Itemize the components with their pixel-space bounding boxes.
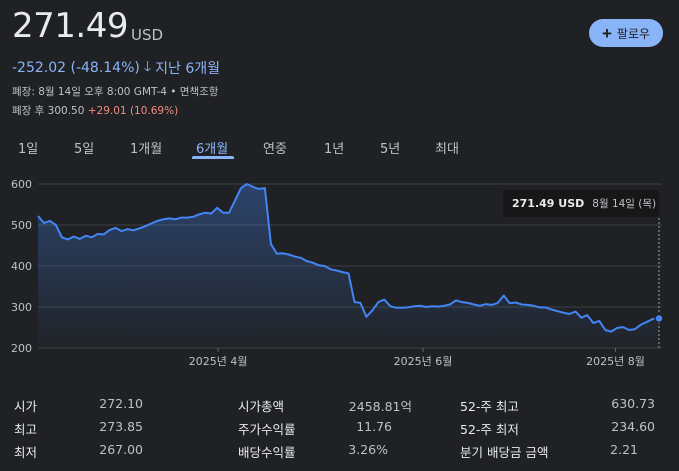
x-tick-label: 2025년 8월 [586, 355, 645, 368]
chart-tooltip: 271.49 USD 8월 14일 (목) [503, 190, 659, 217]
stat-value-market-cap: 2458.81억 [348, 399, 412, 414]
tab-1d[interactable]: 1일 [18, 142, 39, 157]
stat-label-dividend-yield: 배당수익률 [238, 445, 296, 460]
after-hours-info: 폐장 후 300.50 +29.01 (10.69%) [12, 103, 178, 118]
y-tick-label: 500 [11, 219, 32, 232]
price-chart[interactable]: 200 300 400 500 600 2025년 4월 2025년 6월 2025년 8월 [0, 170, 679, 380]
tooltip-date: 8월 14일 (목) [592, 198, 657, 210]
follow-button[interactable]: + 팔로우 [589, 19, 663, 47]
price-change: -252.02 (-48.14%) 🡓 지난 6개월 [12, 56, 220, 80]
stock-price: 271.49 [12, 6, 128, 46]
after-hours-price: 폐장 후 300.50 [12, 105, 85, 117]
x-tick-label: 2025년 4월 [189, 355, 248, 368]
currency-label: USD [131, 26, 164, 44]
change-value: -252.02 (-48.14%) [12, 60, 140, 76]
stat-label-pe: 주가수익률 [238, 422, 296, 437]
arrow-down-icon: 🡓 [143, 59, 152, 75]
tab-1m[interactable]: 1개월 [130, 142, 163, 157]
price-area-fill [38, 184, 659, 348]
y-tick-label: 300 [11, 301, 32, 314]
stat-label-52w-high: 52-주 최고 [460, 399, 519, 414]
tab-1y[interactable]: 1년 [324, 142, 345, 157]
stat-label-quarterly-dividend: 분기 배당금 금액 [460, 445, 549, 460]
stat-value-pe: 11.76 [356, 419, 392, 434]
tab-5y[interactable]: 5년 [380, 142, 401, 157]
stat-value-high: 273.85 [99, 419, 143, 434]
period-label: 지난 6개월 [155, 61, 221, 77]
stat-label-open: 시가 [14, 399, 38, 414]
tab-ytd[interactable]: 연중 [263, 142, 287, 157]
after-hours-change: +29.01 (10.69%) [87, 105, 179, 117]
stat-value-low: 267.00 [99, 442, 143, 457]
price-line [37, 183, 660, 333]
follow-label: 팔로우 [616, 26, 651, 41]
stat-value-52w-high: 630.73 [611, 396, 655, 411]
y-tick-label: 400 [11, 260, 32, 273]
active-tab-indicator [192, 156, 234, 159]
y-tick-label: 200 [11, 342, 32, 355]
stat-value-dividend-yield: 3.26% [348, 442, 388, 457]
tooltip-price: 271.49 USD [512, 197, 585, 210]
hover-point [654, 313, 664, 324]
stat-value-52w-low: 234.60 [611, 419, 655, 434]
stat-value-open: 272.10 [99, 396, 143, 411]
y-tick-label: 600 [11, 178, 32, 191]
close-info: 폐장: 8월 14일 오후 8:00 GMT-4 • 면책조항 [12, 86, 219, 98]
range-tabs: 1일 5일 1개월 6개월 연중 1년 5년 최대 [0, 134, 679, 164]
stat-value-quarterly-dividend: 2.21 [610, 442, 638, 457]
stat-label-high: 최고 [14, 422, 38, 437]
tab-6m[interactable]: 6개월 [196, 142, 229, 157]
tab-5d[interactable]: 5일 [74, 142, 95, 157]
stat-label-52w-low: 52-주 최저 [460, 422, 519, 437]
tab-max[interactable]: 최대 [435, 142, 459, 157]
plus-icon: + [601, 23, 612, 43]
x-tick-label: 2025년 6월 [394, 355, 453, 368]
stat-label-market-cap: 시가총액 [238, 399, 285, 414]
stat-label-low: 최저 [14, 445, 38, 460]
